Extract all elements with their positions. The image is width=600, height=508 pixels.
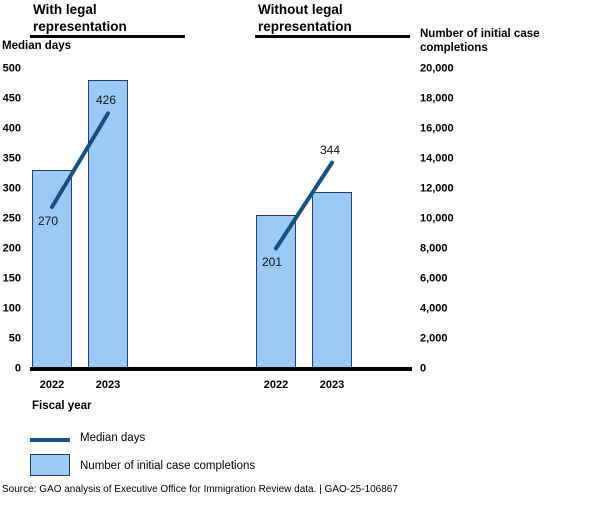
median-days-value-label: 270 — [37, 214, 59, 228]
axis-tick-right: 12,000 — [420, 182, 454, 195]
axis-tick-right: 2,000 — [420, 332, 448, 345]
panel-title-with-representation: With legal representation — [33, 2, 127, 34]
completions-bar — [88, 79, 128, 369]
axis-tick-left: 0 — [14, 362, 21, 375]
title-underline — [30, 35, 185, 38]
legend-label-median-days: Median days — [80, 432, 146, 444]
axis-tick-left: 300 — [2, 182, 21, 195]
completions-bar — [256, 214, 296, 369]
x-axis-title: Fiscal year — [32, 400, 92, 412]
axis-tick-left: 500 — [2, 62, 21, 75]
axis-tick-left: 450 — [2, 92, 21, 105]
axis-tick-left: 250 — [2, 212, 21, 225]
title-underline — [255, 35, 410, 38]
year-label: 2022 — [39, 379, 65, 391]
axis-tick-left: 400 — [2, 122, 21, 135]
year-label: 2023 — [95, 379, 121, 391]
panel-title-without-representation: Without legal representation — [258, 2, 352, 34]
axis-tick-right: 0 — [420, 362, 427, 375]
legend-median-days-line-swatch — [30, 438, 70, 442]
x-axis-line — [30, 367, 412, 371]
source-note: Source: GAO analysis of Executive Office… — [2, 484, 398, 495]
axis-tick-right: 14,000 — [420, 152, 454, 165]
median-days-value-label: 201 — [261, 255, 283, 270]
median-days-value-label: 344 — [319, 142, 341, 157]
axis-tick-right: 4,000 — [420, 302, 448, 315]
year-label: 2023 — [319, 379, 345, 391]
axis-tick-left: 100 — [2, 302, 21, 315]
completions-bar — [312, 192, 352, 369]
year-label: 2022 — [263, 379, 289, 391]
axis-tick-right: 6,000 — [420, 272, 448, 285]
right-axis-title: Number of initial case completions — [420, 28, 540, 54]
axis-tick-left: 350 — [2, 152, 21, 165]
completions-bar — [32, 169, 72, 369]
legend-label-completions: Number of initial case completions — [80, 460, 256, 472]
axis-tick-right: 8,000 — [420, 242, 448, 255]
axis-tick-right: 18,000 — [420, 92, 454, 105]
axis-tick-left: 150 — [2, 272, 21, 285]
axis-tick-left: 50 — [8, 332, 21, 345]
median-days-value-label: 426 — [95, 93, 117, 108]
left-axis-title: Median days — [2, 40, 72, 52]
axis-tick-right: 16,000 — [420, 122, 454, 135]
axis-tick-right: 10,000 — [420, 212, 454, 225]
axis-tick-left: 200 — [2, 242, 21, 255]
legend-completions-bar-swatch — [30, 454, 70, 476]
axis-tick-right: 20,000 — [420, 62, 454, 75]
